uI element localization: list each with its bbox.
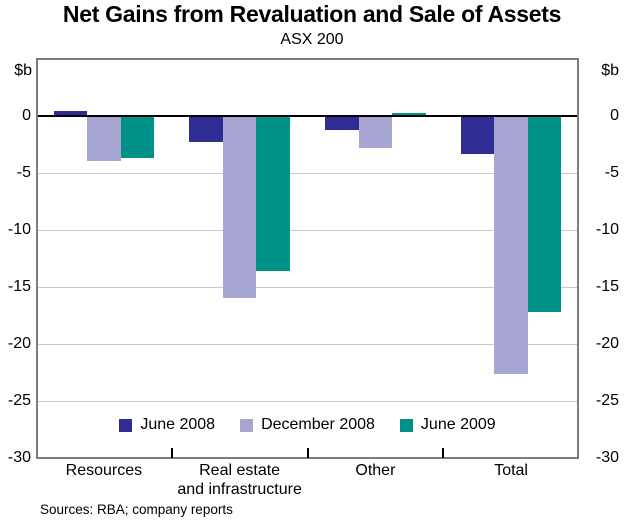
y-tick-label-left-0: 0: [22, 107, 31, 124]
gridline--5: [38, 172, 577, 174]
bar-june-2009-other: [392, 112, 426, 116]
y-tick-label-right--5: -5: [604, 164, 619, 181]
legend: June 2008 December 2008 June 2009: [36, 416, 579, 434]
y-tick-label-right--30: -30: [595, 449, 619, 466]
gridline--15: [38, 286, 577, 288]
gridline--10: [38, 229, 577, 231]
legend-item-december-2008: December 2008: [240, 416, 375, 434]
bar-december-2008-other: [358, 116, 393, 148]
gridline--25: [38, 400, 577, 402]
y-tick-label-left--15: -15: [7, 278, 31, 295]
y-tick-label-left--25: -25: [7, 392, 31, 409]
bar-december-2008-resources: [87, 116, 121, 161]
category-label-line: and infrastructure: [177, 481, 302, 498]
bar-june-2009-total: [527, 116, 562, 313]
category-label-other: Other: [285, 461, 465, 480]
category-tick: [170, 448, 173, 458]
bar-june-2008-real-estate: [189, 116, 223, 143]
bar-june-2009-real-estate: [256, 116, 290, 271]
y-axis-unit-left: $b: [14, 62, 32, 79]
bar-december-2008-real-estate: [222, 116, 257, 299]
y-tick-label-right-0: 0: [610, 107, 619, 124]
y-tick-label-right--25: -25: [595, 392, 619, 409]
source-note: Sources: RBA; company reports: [40, 502, 233, 517]
legend-swatch-june-2008: [119, 418, 133, 432]
legend-swatch-june-2009: [399, 418, 413, 432]
chart-subtitle: ASX 200: [280, 31, 344, 48]
category-label-resources: Resources: [14, 461, 194, 480]
category-label-line: Other: [355, 462, 396, 479]
legend-label: June 2009: [420, 416, 496, 433]
legend-label: December 2008: [261, 416, 375, 433]
chart-title: Net Gains from Revaluation and Sale of A…: [62, 1, 562, 27]
bar-june-2009-resources: [120, 116, 155, 159]
category-label-real-estate: Real estate and infrastructure: [150, 461, 330, 499]
category-tick: [442, 448, 445, 458]
zero-line: [38, 115, 577, 117]
bar-june-2008-other: [325, 116, 359, 130]
y-tick-label-right--10: -10: [595, 221, 619, 238]
y-tick-label-right--20: -20: [595, 335, 619, 352]
legend-item-june-2009: June 2009: [399, 416, 496, 434]
category-tick: [306, 448, 309, 458]
legend-swatch-december-2008: [240, 418, 254, 432]
y-tick-label-left--5: -5: [16, 164, 31, 181]
legend-label: June 2008: [140, 416, 216, 433]
bar-june-2008-total: [460, 116, 495, 154]
category-label-total: Total: [421, 461, 601, 480]
bar-december-2008-total: [494, 116, 528, 374]
gridline--20: [38, 343, 577, 345]
legend-item-june-2008: June 2008: [119, 416, 215, 434]
category-label-line: Total: [494, 462, 528, 479]
category-label-line: Real estate: [199, 462, 281, 479]
y-tick-label-left--10: -10: [7, 221, 31, 238]
y-tick-label-left--30: -30: [7, 449, 31, 466]
bar-june-2008-resources: [53, 111, 88, 116]
y-tick-label-right--15: -15: [595, 278, 619, 295]
y-axis-unit-right: $b: [601, 62, 619, 79]
category-label-line: Resources: [65, 462, 143, 479]
y-tick-label-left--20: -20: [7, 335, 31, 352]
